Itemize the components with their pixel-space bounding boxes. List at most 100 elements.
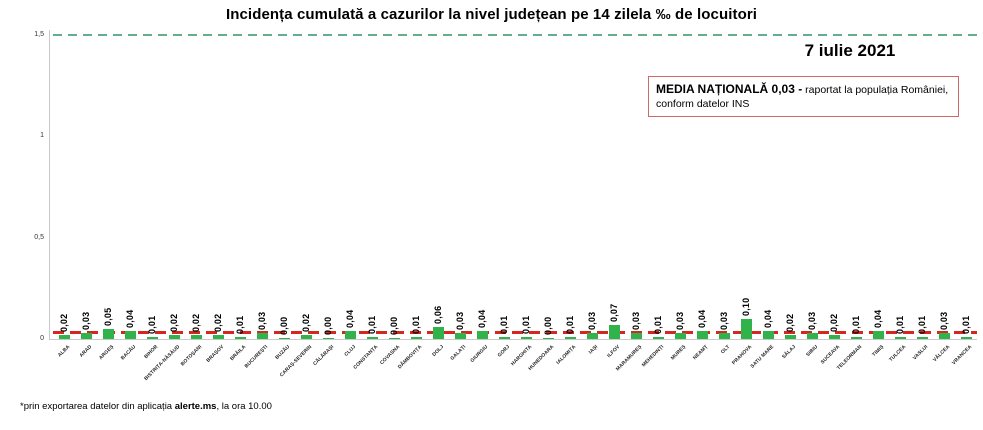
national-average-box: MEDIA NAȚIONALĂ 0,03 - raportat la popul… [648, 76, 959, 118]
bar-argeș [102, 329, 114, 339]
bar-value-brașov: 0,02 [213, 313, 223, 332]
bar-sălaj [784, 335, 796, 339]
bar-gorj [498, 337, 510, 339]
bar-timiș [872, 331, 884, 339]
national-average-note-2: conform datelor INS [656, 98, 750, 111]
bar-value-iași: 0,03 [587, 311, 597, 330]
bar-neamț [696, 331, 708, 339]
bar-bacău [124, 331, 136, 339]
bar-brașov [212, 335, 224, 339]
bar-value-argeș: 0,05 [103, 307, 113, 326]
bar-vaslui [916, 337, 928, 339]
footnote: *prin exportarea datelor din aplicația a… [20, 401, 272, 412]
bar-value-giurgiu: 0,04 [477, 309, 487, 328]
bar-hunedoara [542, 337, 554, 339]
bar-value-mureș: 0,03 [675, 311, 685, 330]
bar-mehedinți [652, 337, 664, 339]
bar-value-olt: 0,03 [719, 311, 729, 330]
bar-value-buzău: 0,00 [279, 316, 289, 335]
bar-value-arad: 0,03 [81, 311, 91, 330]
bar-bistrița-năsăud [168, 335, 180, 339]
bar-value-mehedinți: 0,01 [653, 315, 663, 334]
bar-caraș-severin [300, 335, 312, 339]
bar-galați [454, 333, 466, 339]
bar-value-bistrița-năsăud: 0,02 [169, 313, 179, 332]
bar-value-suceava: 0,02 [829, 313, 839, 332]
bar-value-bucurești: 0,03 [257, 311, 267, 330]
bar-covasna [388, 337, 400, 339]
bar-value-bacău: 0,04 [125, 309, 135, 328]
bar-value-alba: 0,02 [59, 313, 69, 332]
national-average-value: MEDIA NAȚIONALĂ 0,03 - [656, 82, 803, 96]
bar-arad [80, 333, 92, 339]
bar-value-prahova: 0,10 [741, 297, 751, 316]
bar-value-vrancea: 0,01 [961, 315, 971, 334]
bar-value-bihor: 0,01 [147, 315, 157, 334]
y-tick-label: 1 [40, 132, 44, 140]
bar-suceava [828, 335, 840, 339]
bar-value-galați: 0,03 [455, 311, 465, 330]
bar-ilfov [608, 325, 620, 339]
reference-line-media-nationala [53, 331, 977, 335]
page-title: Incidența cumulată a cazurilor la nivel … [225, 6, 758, 23]
bar-value-neamț: 0,04 [697, 309, 707, 328]
bar-value-ialomița: 0,01 [565, 315, 575, 334]
bar-dolj [432, 327, 444, 339]
bar-iași [586, 333, 598, 339]
bar-cluj [344, 331, 356, 339]
y-axis [49, 30, 50, 340]
footnote-app-name: alerte.ms [174, 401, 217, 412]
y-tick-label: 0,5 [34, 233, 44, 241]
bar-value-brăila: 0,01 [235, 315, 245, 334]
bar-value-satu mare: 0,04 [763, 309, 773, 328]
x-axis [49, 339, 977, 340]
bar-value-vaslui: 0,01 [917, 315, 927, 334]
bar-teleorman [850, 337, 862, 339]
bar-satu mare [762, 331, 774, 339]
bar-harghita [520, 337, 532, 339]
bar-brăila [234, 337, 246, 339]
bar-tulcea [894, 337, 906, 339]
bar-value-gorj: 0,01 [499, 315, 509, 334]
bar-value-ilfov: 0,07 [609, 303, 619, 322]
date-label: 7 iulie 2021 [804, 41, 896, 60]
bar-mureș [674, 333, 686, 339]
bar-value-cluj: 0,04 [345, 309, 355, 328]
bar-value-dolj: 0,06 [433, 305, 443, 324]
bar-value-călărași: 0,00 [323, 316, 333, 335]
bar-dâmbovița [410, 337, 422, 339]
bar-value-sălaj: 0,02 [785, 313, 795, 332]
bar-value-vâlcea: 0,03 [939, 311, 949, 330]
bar-value-teleorman: 0,01 [851, 315, 861, 334]
bar-constanța [366, 337, 378, 339]
footnote-prefix: *prin exportarea datelor din aplicația [20, 401, 175, 412]
bar-bucurești [256, 333, 268, 339]
footnote-suffix: , la ora 10.00 [216, 401, 272, 412]
bar-vrancea [960, 337, 972, 339]
bar-value-timiș: 0,04 [873, 309, 883, 328]
bar-giurgiu [476, 331, 488, 339]
bar-value-maramureș: 0,03 [631, 311, 641, 330]
bar-călărași [322, 337, 334, 339]
bar-ialomița [564, 337, 576, 339]
bar-vâlcea [938, 333, 950, 339]
bar-sibiu [806, 333, 818, 339]
y-tick-label: 0 [40, 335, 44, 342]
bar-value-covasna: 0,00 [389, 316, 399, 335]
bar-value-constanța: 0,01 [367, 315, 377, 334]
y-tick-label: 1,5 [34, 31, 44, 38]
bar-maramureș [630, 333, 642, 339]
bar-botoșani [190, 335, 202, 339]
bar-value-harghita: 0,01 [521, 315, 531, 334]
bar-value-sibiu: 0,03 [807, 311, 817, 330]
bar-value-dâmbovița: 0,01 [411, 315, 421, 334]
bar-value-botoșani: 0,02 [191, 313, 201, 332]
bar-prahova [740, 319, 752, 339]
bar-olt [718, 333, 730, 339]
bar-value-tulcea: 0,01 [895, 315, 905, 334]
national-average-note: raportat la populația României, [802, 84, 949, 96]
bar-alba [58, 335, 70, 339]
bar-buzău [278, 337, 290, 339]
